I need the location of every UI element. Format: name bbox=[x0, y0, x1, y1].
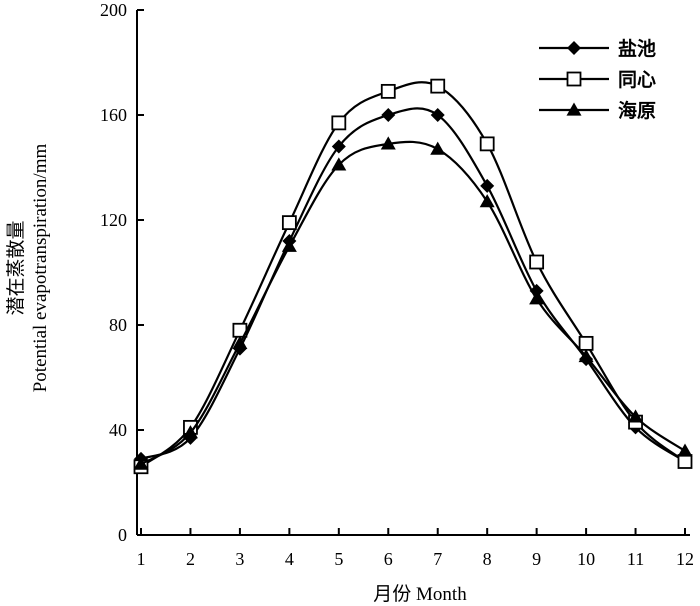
data-point bbox=[331, 115, 347, 131]
series-line bbox=[140, 107, 686, 463]
data-point bbox=[331, 139, 346, 154]
data-point bbox=[430, 78, 446, 94]
legend-label: 盐池 bbox=[618, 37, 656, 60]
series-group bbox=[133, 78, 693, 475]
legend-item: 盐池 bbox=[539, 37, 656, 60]
y-ticks: 0 40 80 120 160 200 bbox=[100, 0, 144, 545]
data-point bbox=[430, 108, 445, 122]
y-tick-label: 160 bbox=[100, 105, 127, 125]
data-point bbox=[529, 254, 545, 270]
y-axis-title-zh: 潜在蒸散量 bbox=[5, 220, 27, 315]
x-tick-label: 8 bbox=[483, 549, 492, 569]
x-axis-title: 月份 Month bbox=[373, 583, 467, 605]
legend-label: 同心 bbox=[618, 69, 656, 91]
data-point bbox=[430, 141, 446, 155]
x-tick-label: 5 bbox=[334, 549, 343, 569]
series-2 bbox=[133, 78, 693, 475]
x-tick-label: 12 bbox=[676, 549, 694, 569]
x-tick-label: 10 bbox=[577, 549, 595, 569]
x-tick-label: 4 bbox=[285, 549, 294, 569]
data-point bbox=[529, 291, 545, 305]
data-point bbox=[479, 136, 495, 152]
data-point bbox=[677, 443, 693, 457]
legend-marker bbox=[566, 71, 582, 87]
x-ticks: 1 2 3 4 5 6 7 8 9 10 11 12 bbox=[137, 528, 694, 569]
legend-item: 海原 bbox=[539, 99, 656, 122]
y-tick-label: 120 bbox=[100, 210, 127, 230]
y-tick-label: 200 bbox=[100, 0, 127, 20]
data-point bbox=[281, 215, 297, 231]
legend-item: 同心 bbox=[539, 69, 656, 91]
data-point bbox=[380, 136, 396, 150]
x-tick-label: 1 bbox=[137, 549, 146, 569]
data-point bbox=[677, 454, 693, 469]
x-tick-label: 9 bbox=[532, 549, 541, 569]
data-point bbox=[381, 108, 396, 122]
x-tick-label: 2 bbox=[186, 549, 195, 569]
series-line bbox=[140, 81, 686, 468]
series-line bbox=[140, 140, 686, 466]
y-tick-label: 0 bbox=[118, 525, 127, 545]
y-tick-label: 40 bbox=[109, 420, 127, 440]
legend-label: 海原 bbox=[618, 99, 656, 122]
series-1 bbox=[134, 107, 692, 469]
y-tick-label: 80 bbox=[109, 315, 127, 335]
data-point bbox=[578, 349, 594, 363]
x-tick-label: 6 bbox=[384, 549, 393, 569]
series-3 bbox=[133, 136, 693, 470]
legend-marker bbox=[567, 41, 581, 55]
data-point bbox=[380, 83, 396, 99]
data-point bbox=[232, 335, 248, 349]
axes bbox=[136, 10, 690, 536]
data-point bbox=[480, 178, 495, 193]
data-point bbox=[578, 335, 594, 351]
x-tick-label: 7 bbox=[433, 549, 442, 569]
data-point bbox=[182, 425, 198, 439]
data-point bbox=[479, 194, 495, 208]
data-point bbox=[628, 409, 644, 423]
data-point bbox=[133, 456, 149, 470]
data-point bbox=[281, 238, 297, 252]
x-tick-label: 11 bbox=[627, 549, 644, 569]
y-axis-title-en: Potential evapotranspiration/mm bbox=[30, 144, 51, 393]
legend-marker bbox=[566, 102, 582, 116]
x-tick-label: 3 bbox=[235, 549, 244, 569]
data-point bbox=[331, 157, 347, 171]
